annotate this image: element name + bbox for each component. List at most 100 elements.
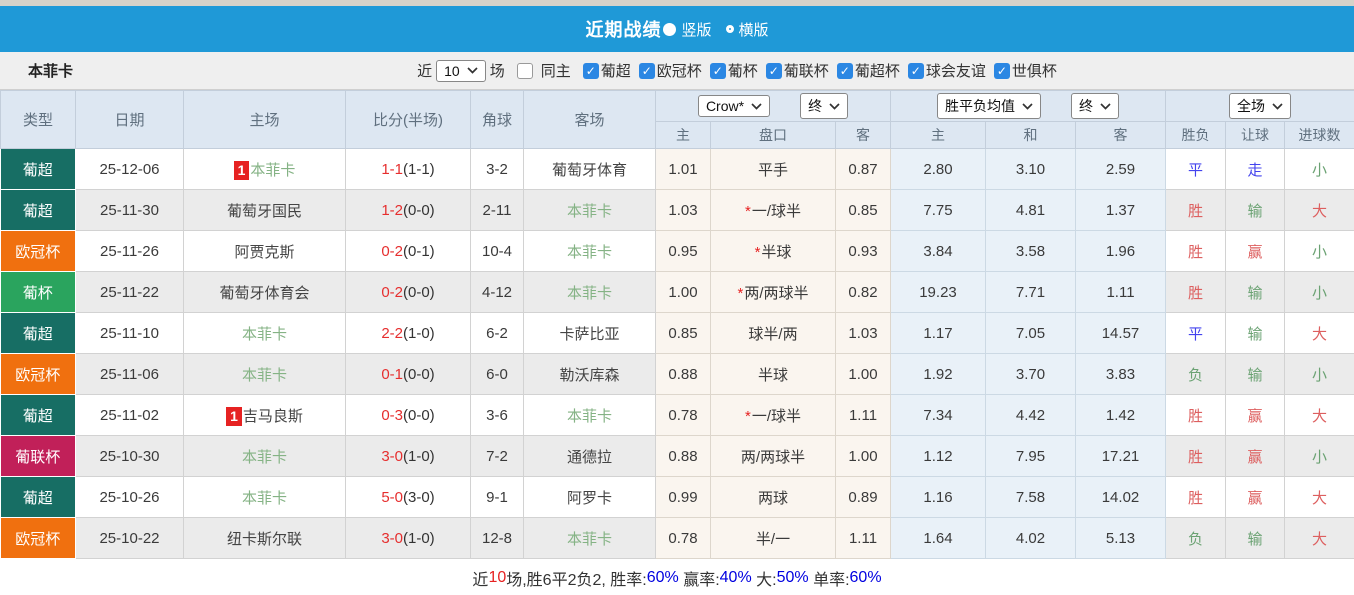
asia-time-select[interactable]: 终 (800, 93, 849, 119)
away-team-cell[interactable]: 本菲卡 (523, 230, 656, 272)
handicap-text: 平手 (757, 161, 788, 179)
competition-badge[interactable]: 葡超 (0, 312, 76, 354)
home-team-name[interactable]: 阿贾克斯 (234, 243, 295, 261)
league-checkbox[interactable]: ✓ (638, 62, 655, 79)
away-team-name[interactable]: 卡萨比亚 (559, 325, 620, 343)
asian-handicap-line: 平手 (710, 148, 836, 190)
league-checkbox-label[interactable]: 葡杯 (727, 63, 758, 80)
recent-count-select[interactable]: 10 (436, 59, 486, 82)
asian-home-odds: 0.78 (655, 517, 711, 559)
home-team-name[interactable]: 本菲卡 (241, 489, 287, 507)
league-checkbox[interactable]: ✓ (836, 62, 853, 79)
competition-badge[interactable]: 葡联杯 (0, 435, 76, 477)
home-team-name[interactable]: 纽卡斯尔联 (226, 530, 302, 548)
competition-badge[interactable]: 葡超 (0, 148, 76, 190)
away-team-cell[interactable]: 卡萨比亚 (523, 312, 656, 354)
away-team-cell[interactable]: 阿罗卡 (523, 476, 656, 518)
rank-badge: 1 (226, 406, 242, 426)
results-tbody: 葡超 25-12-06 1 本菲卡 1-1(1-1) 3-2 葡萄牙体育 1.01… (0, 148, 1354, 559)
league-checkbox[interactable]: ✓ (582, 62, 599, 79)
away-team-cell[interactable]: 本菲卡 (523, 517, 656, 559)
euro-odds-select[interactable]: 胜平负均值 (937, 93, 1041, 119)
home-team-cell[interactable]: 纽卡斯尔联 (183, 517, 346, 559)
competition-badge[interactable]: 欧冠杯 (0, 353, 76, 395)
home-team-name[interactable]: 葡萄牙体育会 (219, 284, 310, 302)
home-team-cell[interactable]: 葡萄牙体育会 (183, 271, 346, 313)
odds-company-select[interactable]: Crow* (697, 95, 771, 117)
radio-horizontal-label[interactable]: 横版 (738, 21, 769, 39)
euro-home-odds: 1.92 (890, 353, 986, 395)
home-team-cell[interactable]: 本菲卡 (183, 435, 346, 477)
home-team-cell[interactable]: 本菲卡 (183, 312, 346, 354)
competition-badge[interactable]: 欧冠杯 (0, 517, 76, 559)
home-team-name[interactable]: 吉马良斯 (242, 407, 303, 425)
handicap-text: 两/两球半 (744, 284, 809, 302)
radio-unselected-icon[interactable] (725, 25, 734, 33)
away-team-cell[interactable]: 本菲卡 (523, 189, 656, 231)
home-team-cell[interactable]: 1 吉马良斯 (183, 394, 346, 436)
competition-badge[interactable]: 欧冠杯 (0, 230, 76, 272)
home-team-cell[interactable]: 本菲卡 (183, 476, 346, 518)
euro-away-odds: 1.37 (1075, 189, 1166, 231)
away-team-cell[interactable]: 勒沃库森 (523, 353, 656, 395)
radio-vertical-label[interactable]: 竖版 (681, 21, 712, 39)
summary-segment: 大: (751, 571, 777, 589)
home-team-name[interactable]: 本菲卡 (250, 161, 296, 179)
away-team-cell[interactable]: 本菲卡 (523, 394, 656, 436)
league-checkbox[interactable]: ✓ (709, 62, 726, 79)
radio-selected-icon[interactable] (663, 22, 677, 36)
league-checkbox[interactable]: ✓ (907, 62, 924, 79)
away-team-name[interactable]: 阿罗卡 (566, 489, 612, 507)
league-checkbox-label[interactable]: 葡超杯 (854, 63, 900, 80)
corner-cell: 3-2 (470, 148, 524, 190)
col-res-ah: 让球 (1225, 121, 1285, 149)
away-team-name[interactable]: 本菲卡 (566, 202, 612, 220)
league-checkbox-label[interactable]: 世俱杯 (1011, 63, 1057, 80)
fulltime-score: 1-1 (381, 160, 403, 178)
asian-handicap-line: 两球 (710, 476, 836, 518)
euro-time-select[interactable]: 终 (1071, 93, 1119, 119)
away-team-name[interactable]: 本菲卡 (566, 284, 612, 302)
competition-badge[interactable]: 葡超 (0, 189, 76, 231)
corner-cell: 10-4 (470, 230, 524, 272)
home-team-cell[interactable]: 本菲卡 (183, 353, 346, 395)
away-team-name[interactable]: 勒沃库森 (559, 366, 620, 384)
league-checkbox[interactable]: ✓ (993, 62, 1010, 79)
away-team-name[interactable]: 通德拉 (566, 448, 612, 466)
home-team-cell[interactable]: 1 本菲卡 (183, 148, 346, 190)
away-team-cell[interactable]: 本菲卡 (523, 271, 656, 313)
euro-draw-odds: 7.05 (985, 312, 1076, 354)
league-checkbox-label[interactable]: 球会友谊 (925, 63, 986, 80)
result-goals-cell: 大 (1284, 476, 1354, 518)
competition-badge[interactable]: 葡超 (0, 394, 76, 436)
home-team-name[interactable]: 本菲卡 (241, 448, 287, 466)
league-checkbox-label[interactable]: 葡联杯 (783, 63, 829, 80)
league-checkbox-label[interactable]: 葡超 (600, 63, 631, 80)
home-team-name[interactable]: 葡萄牙国民 (226, 202, 302, 220)
home-team-name[interactable]: 本菲卡 (241, 325, 287, 343)
away-team-cell[interactable]: 通德拉 (523, 435, 656, 477)
away-team-name[interactable]: 本菲卡 (566, 407, 612, 425)
result-goals-cell: 大 (1284, 517, 1354, 559)
date-cell: 25-10-30 (75, 435, 184, 477)
league-checkbox-label[interactable]: 欧冠杯 (656, 63, 702, 80)
league-checkbox[interactable]: ✓ (765, 62, 782, 79)
away-team-name[interactable]: 葡萄牙体育 (551, 161, 627, 179)
away-team-name[interactable]: 本菲卡 (566, 530, 612, 548)
halftime-score: (1-0) (403, 529, 435, 547)
result-goals-cell: 小 (1284, 148, 1354, 190)
home-team-name[interactable]: 本菲卡 (241, 366, 287, 384)
home-team-cell[interactable]: 葡萄牙国民 (183, 189, 346, 231)
competition-badge[interactable]: 葡杯 (0, 271, 76, 313)
away-team-name[interactable]: 本菲卡 (566, 243, 612, 261)
same-home-checkbox[interactable] (516, 62, 533, 79)
scope-select[interactable]: 全场 (1229, 93, 1291, 119)
home-team-cell[interactable]: 阿贾克斯 (183, 230, 346, 272)
result-handicap-cell: 赢 (1225, 476, 1285, 518)
result-goals-cell: 小 (1284, 435, 1354, 477)
competition-badge[interactable]: 葡超 (0, 476, 76, 518)
score-cell: 1-2(0-0) (345, 189, 471, 231)
away-team-cell[interactable]: 葡萄牙体育 (523, 148, 656, 190)
euro-away-odds: 17.21 (1075, 435, 1166, 477)
same-home-label[interactable]: 同主 (540, 63, 571, 80)
